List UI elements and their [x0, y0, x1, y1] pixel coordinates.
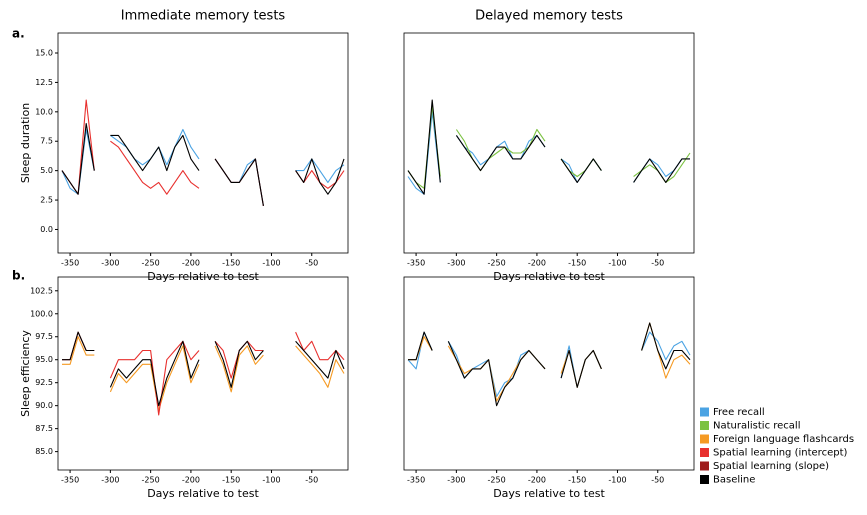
plot-frame — [403, 32, 695, 254]
series-line — [407, 105, 691, 189]
x-tick-label: -50 — [651, 476, 664, 485]
x-tick-label: -50 — [651, 259, 664, 268]
x-tick-label: -350 — [407, 476, 425, 485]
x-tick-label: -300 — [101, 476, 119, 485]
x-tick-label: -300 — [101, 259, 119, 268]
x-tick-label: -150 — [568, 259, 586, 268]
series-line — [62, 331, 345, 416]
x-tick-label: -300 — [447, 259, 465, 268]
legend-swatch — [700, 434, 709, 444]
y-tick-label: 2.5 — [40, 196, 53, 205]
legend-label: Baseline — [713, 475, 755, 486]
y-tick-label: 5.0 — [40, 166, 53, 175]
legend-label: Spatial learning (slope) — [713, 461, 829, 472]
x-tick-label: -250 — [142, 476, 160, 485]
plot-frame — [403, 276, 695, 471]
series-line — [61, 99, 345, 206]
series-line — [407, 111, 690, 195]
x-tick-label: -150 — [222, 259, 240, 268]
legend-label: Free recall — [713, 407, 765, 418]
x-tick-label: -350 — [61, 476, 79, 485]
column-title: Immediate memory tests — [121, 9, 286, 24]
y-axis-label: Sleep duration — [19, 103, 32, 183]
series-line — [62, 336, 345, 411]
series-line — [61, 128, 345, 206]
x-tick-label: -100 — [608, 476, 626, 485]
x-axis-label: Days relative to test — [147, 270, 259, 283]
series-line — [407, 99, 690, 195]
plot-frame — [57, 32, 349, 254]
series-line — [408, 322, 691, 407]
legend-swatch — [700, 448, 709, 457]
legend-swatch — [700, 475, 709, 484]
series-line — [408, 322, 691, 402]
x-axis-label: Days relative to test — [493, 270, 605, 283]
legend-swatch — [700, 461, 709, 471]
x-tick-label: -100 — [608, 259, 626, 268]
x-tick-label: -150 — [568, 476, 586, 485]
y-tick-label: 90.0 — [35, 401, 53, 410]
y-tick-label: 97.5 — [35, 332, 53, 341]
y-tick-label: 15.0 — [35, 49, 53, 58]
x-axis-label: Days relative to test — [147, 487, 259, 500]
column-title: Delayed memory tests — [475, 9, 623, 24]
x-tick-label: -200 — [528, 476, 546, 485]
legend-swatch — [700, 421, 709, 430]
x-tick-label: -100 — [262, 476, 280, 485]
legend-label: Naturalistic recall — [713, 421, 800, 432]
panel-label: a. — [12, 27, 25, 41]
y-tick-label: 100.0 — [30, 309, 53, 318]
y-tick-label: 87.5 — [35, 424, 53, 433]
legend-swatch — [700, 407, 709, 417]
y-tick-label: 7.5 — [40, 137, 53, 146]
legend-label: Foreign language flashcards — [713, 434, 854, 445]
x-tick-label: -100 — [262, 259, 280, 268]
x-tick-label: -50 — [305, 476, 318, 485]
x-tick-label: -50 — [305, 259, 318, 268]
series-line — [61, 123, 345, 206]
y-tick-label: 0.0 — [40, 225, 53, 234]
x-tick-label: -200 — [528, 259, 546, 268]
y-tick-label: 10.0 — [35, 107, 53, 116]
x-tick-label: -350 — [61, 259, 79, 268]
plot-frame — [57, 276, 349, 471]
x-tick-label: -150 — [222, 476, 240, 485]
x-tick-label: -250 — [488, 259, 506, 268]
y-tick-label: 85.0 — [35, 447, 53, 456]
y-tick-label: 102.5 — [30, 286, 53, 295]
x-tick-label: -350 — [407, 259, 425, 268]
series-line — [407, 331, 691, 398]
x-tick-label: -200 — [182, 259, 200, 268]
y-tick-label: 92.5 — [35, 378, 53, 387]
x-axis-label: Days relative to test — [493, 487, 605, 500]
y-tick-label: 12.5 — [35, 78, 53, 87]
x-tick-label: -250 — [142, 259, 160, 268]
y-axis-label: Sleep efficiency — [19, 330, 32, 417]
x-tick-label: -300 — [447, 476, 465, 485]
panel-label: b. — [12, 269, 25, 283]
series-line — [62, 331, 345, 407]
y-tick-label: 95.0 — [35, 355, 53, 364]
legend-label: Spatial learning (intercept) — [713, 448, 847, 459]
x-tick-label: -200 — [182, 476, 200, 485]
x-tick-label: -250 — [488, 476, 506, 485]
